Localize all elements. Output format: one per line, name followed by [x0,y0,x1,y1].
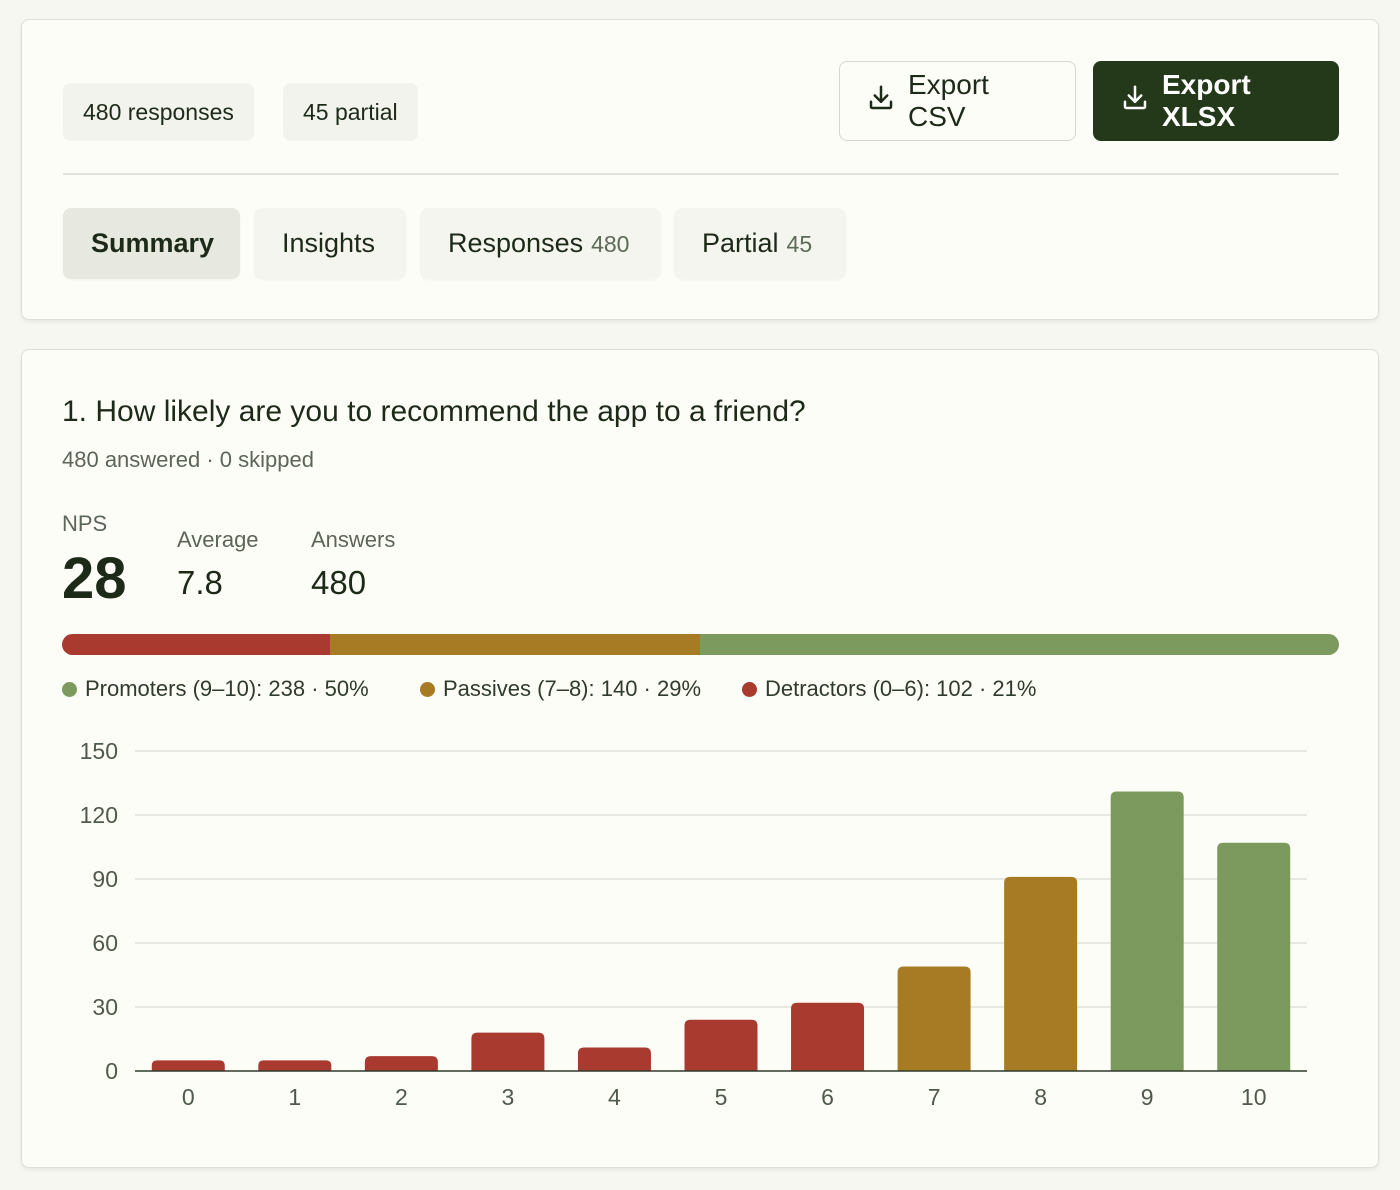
x-tick-label: 9 [1141,1084,1154,1110]
results-header-card: 480 responses 45 partial Export CSV Expo… [21,19,1379,320]
tab-partial[interactable]: Partial 45 [674,208,846,279]
x-tick-label: 6 [821,1084,834,1110]
y-tick-label: 150 [80,738,118,764]
answers-value: 480 [311,564,367,601]
detractors-dot [742,681,757,697]
bar-score-5 [684,1019,758,1071]
export-csv-label: Export CSV [908,69,989,132]
y-tick-label: 90 [92,866,118,892]
average-value: 7.8 [177,564,223,601]
legend-promoters: Promoters (9–10): 238 · 50% [62,676,369,702]
x-tick-label: 2 [395,1084,408,1110]
question-summary-card: 1. How likely are you to recommend the a… [21,349,1379,1168]
bar-score-10 [1217,842,1291,1071]
score-distribution-chart: 0 30 60 90 120 150 0 1 2 3 4 5 6 7 8 9 10 [80,738,1307,1110]
bar-score-4 [577,1047,651,1071]
tab-insights[interactable]: Insights [254,208,406,279]
y-tick-label: 120 [80,802,118,828]
tab-partial-label: Partial [702,228,779,258]
bar-score-9 [1110,791,1184,1071]
question-subtitle: 480 answered · 0 skipped [62,447,314,472]
answers-label: Answers [311,527,396,552]
bar-score-8 [1004,876,1078,1071]
legend-detractors-label: Detractors (0–6): 102 · 21% [765,676,1037,701]
legend-detractors: Detractors (0–6): 102 · 21% [742,676,1036,702]
download-icon [1120,83,1150,120]
promoters-segment [700,634,1339,655]
x-tick-label: 5 [715,1084,728,1110]
bar-score-1 [258,1060,332,1071]
tab-responses-count: 480 [591,231,630,257]
header-divider [63,173,1339,175]
promoters-dot [62,681,77,697]
legend-promoters-label: Promoters (9–10): 238 · 50% [85,676,369,701]
average-label: Average [177,527,259,552]
tab-responses-label: Responses [448,228,584,258]
x-tick-label: 1 [288,1084,301,1110]
nps-label: NPS [62,511,108,536]
nps-breakdown-bar [62,634,1339,655]
tab-summary-label: Summary [91,228,215,258]
tab-insights-label: Insights [282,228,376,258]
y-tick-label: 60 [92,930,118,956]
export-csv-button[interactable]: Export CSV [839,61,1076,141]
tab-responses[interactable]: Responses 480 [420,208,661,279]
y-tick-label: 0 [105,1058,118,1084]
x-tick-label: 8 [1034,1084,1047,1110]
x-tick-label: 4 [608,1084,621,1110]
passives-dot [420,681,435,697]
question-title: 1. How likely are you to recommend the a… [62,395,806,428]
x-tick-label: 10 [1241,1084,1267,1110]
y-tick-label: 30 [92,994,118,1020]
x-tick-label: 7 [928,1084,941,1110]
passives-segment [330,634,701,655]
legend-passives: Passives (7–8): 140 · 29% [420,676,701,702]
legend-passives-label: Passives (7–8): 140 · 29% [443,676,702,701]
bar-score-3 [471,1032,545,1071]
responses-count-chip: 480 responses [63,83,254,141]
export-xlsx-label: Export XLSX [1162,69,1251,132]
bar-score-0 [151,1060,225,1071]
bar-score-7 [897,966,971,1071]
tab-summary[interactable]: Summary [63,208,240,279]
nps-value: 28 [62,546,127,611]
partial-count-chip: 45 partial [283,83,418,141]
download-icon [866,83,896,120]
x-tick-label: 0 [182,1084,195,1110]
export-xlsx-button[interactable]: Export XLSX [1093,61,1339,141]
bar-score-2 [364,1056,438,1071]
bar-score-6 [791,1002,865,1071]
detractors-segment [62,634,331,655]
tab-partial-count: 45 [786,231,813,257]
x-tick-label: 3 [502,1084,515,1110]
